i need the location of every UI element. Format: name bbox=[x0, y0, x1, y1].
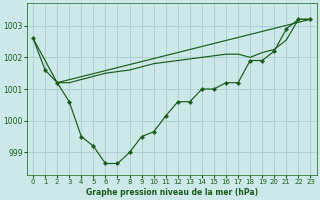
X-axis label: Graphe pression niveau de la mer (hPa): Graphe pression niveau de la mer (hPa) bbox=[86, 188, 258, 197]
